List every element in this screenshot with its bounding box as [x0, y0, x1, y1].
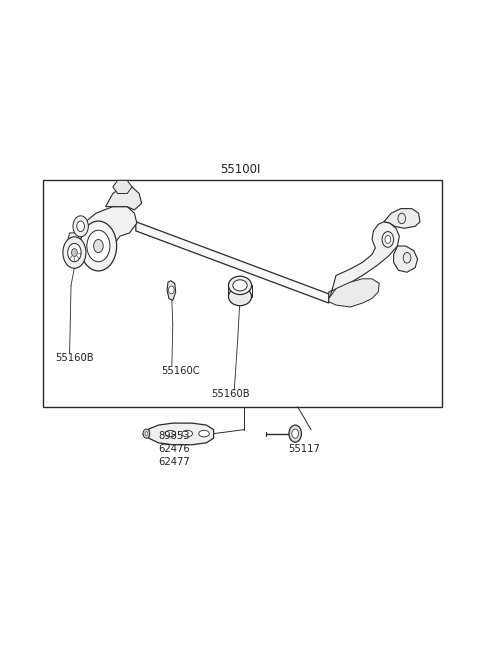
- Polygon shape: [136, 222, 329, 303]
- Polygon shape: [113, 180, 132, 194]
- Text: 55160B: 55160B: [55, 352, 94, 363]
- Text: 55160B: 55160B: [211, 388, 250, 399]
- Circle shape: [63, 237, 86, 268]
- Circle shape: [68, 243, 81, 262]
- Ellipse shape: [182, 430, 192, 437]
- Circle shape: [289, 425, 301, 442]
- Text: 89853: 89853: [158, 431, 190, 441]
- Ellipse shape: [233, 279, 247, 291]
- Polygon shape: [394, 246, 418, 272]
- Circle shape: [73, 216, 88, 237]
- Text: 62476: 62476: [158, 444, 190, 455]
- Polygon shape: [149, 423, 214, 445]
- Circle shape: [403, 253, 411, 263]
- Circle shape: [72, 249, 77, 256]
- Circle shape: [143, 429, 150, 438]
- Circle shape: [382, 232, 394, 247]
- Circle shape: [168, 286, 174, 294]
- Text: 55100I: 55100I: [220, 163, 260, 176]
- Polygon shape: [167, 281, 176, 300]
- Polygon shape: [106, 187, 142, 210]
- Text: 55117: 55117: [288, 444, 320, 455]
- Circle shape: [398, 213, 406, 224]
- Text: 55160C: 55160C: [161, 365, 199, 376]
- Polygon shape: [82, 207, 137, 266]
- Ellipse shape: [199, 430, 209, 437]
- Bar: [43, 180, 442, 407]
- Circle shape: [292, 429, 299, 438]
- Circle shape: [94, 239, 103, 253]
- Text: 62477: 62477: [158, 457, 190, 468]
- Polygon shape: [67, 233, 86, 256]
- Ellipse shape: [228, 287, 252, 306]
- Circle shape: [145, 432, 148, 436]
- Polygon shape: [329, 279, 379, 307]
- Polygon shape: [329, 222, 399, 302]
- Circle shape: [80, 221, 117, 271]
- Circle shape: [87, 230, 110, 262]
- Circle shape: [77, 221, 84, 232]
- Ellipse shape: [165, 430, 176, 437]
- Circle shape: [385, 236, 391, 243]
- Polygon shape: [384, 209, 420, 228]
- Ellipse shape: [228, 276, 252, 295]
